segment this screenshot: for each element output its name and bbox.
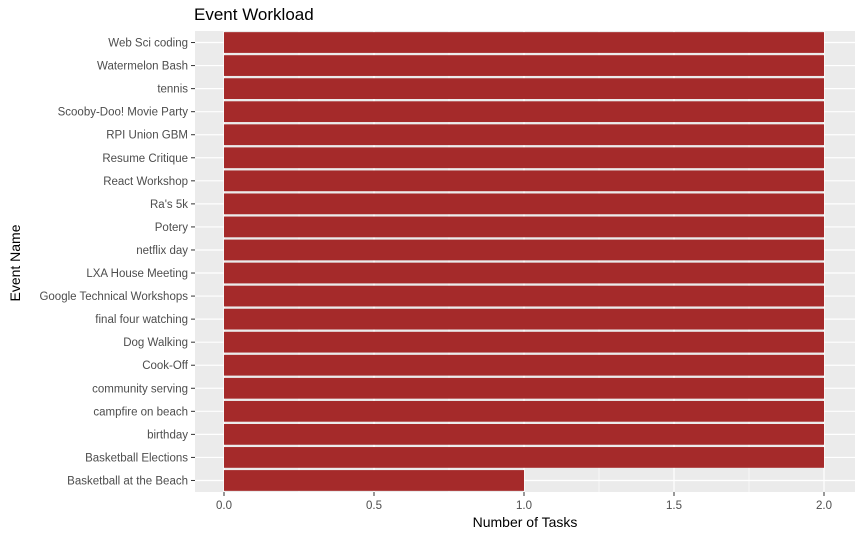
y-tick-label: final four watching xyxy=(95,314,188,326)
y-tick-label: netflix day xyxy=(136,245,188,257)
y-tick-label: LXA House Meeting xyxy=(86,268,188,280)
y-tick-label: Potery xyxy=(155,222,188,234)
bar xyxy=(224,354,824,376)
bar xyxy=(224,331,824,353)
y-tick-label: Scooby-Doo! Movie Party xyxy=(58,107,189,119)
bar xyxy=(224,377,824,399)
y-tick-label: Basketball Elections xyxy=(85,452,188,464)
y-tick-label: Basketball at the Beach xyxy=(67,475,188,487)
bar xyxy=(224,400,824,422)
y-tick-label: Dog Walking xyxy=(123,337,188,349)
y-tick-label: Google Technical Workshops xyxy=(39,291,188,303)
chart-title: Event Workload xyxy=(194,5,314,24)
y-tick-label: Web Sci coding xyxy=(108,38,188,50)
bar xyxy=(224,239,824,261)
bar xyxy=(224,170,824,192)
bar xyxy=(224,147,824,169)
x-axis-label: Number of Tasks xyxy=(472,514,578,530)
y-tick-label: campfire on beach xyxy=(93,406,188,418)
y-tick-label: community serving xyxy=(92,383,188,395)
y-tick-label: Cook-Off xyxy=(142,360,189,372)
bar xyxy=(224,262,824,284)
x-tick-label: 1.5 xyxy=(666,500,682,512)
y-tick-label: birthday xyxy=(147,429,188,441)
bar xyxy=(224,124,824,146)
bar xyxy=(224,32,824,53)
bar xyxy=(224,447,824,468)
y-tick-label: Watermelon Bash xyxy=(97,61,188,73)
bar xyxy=(224,101,824,123)
x-tick-label: 0.0 xyxy=(216,500,232,512)
x-tick-label: 0.5 xyxy=(366,500,382,512)
bar xyxy=(224,55,824,76)
y-tick-label: tennis xyxy=(157,84,188,96)
bar xyxy=(224,308,824,330)
bar xyxy=(224,193,824,215)
bar xyxy=(224,424,824,445)
bar xyxy=(224,285,824,307)
bar xyxy=(224,470,524,491)
y-tick-label: Resume Critique xyxy=(102,153,188,165)
panel-background xyxy=(195,31,855,492)
x-tick-label: 1.0 xyxy=(516,500,532,512)
y-axis-label: Event Name xyxy=(7,224,23,302)
bar xyxy=(224,216,824,238)
y-tick-label: RPI Union GBM xyxy=(106,130,188,142)
bar xyxy=(224,78,824,99)
y-tick-label: React Workshop xyxy=(103,176,188,188)
x-tick-label: 2.0 xyxy=(816,500,832,512)
y-tick-label: Ra's 5k xyxy=(150,199,188,211)
